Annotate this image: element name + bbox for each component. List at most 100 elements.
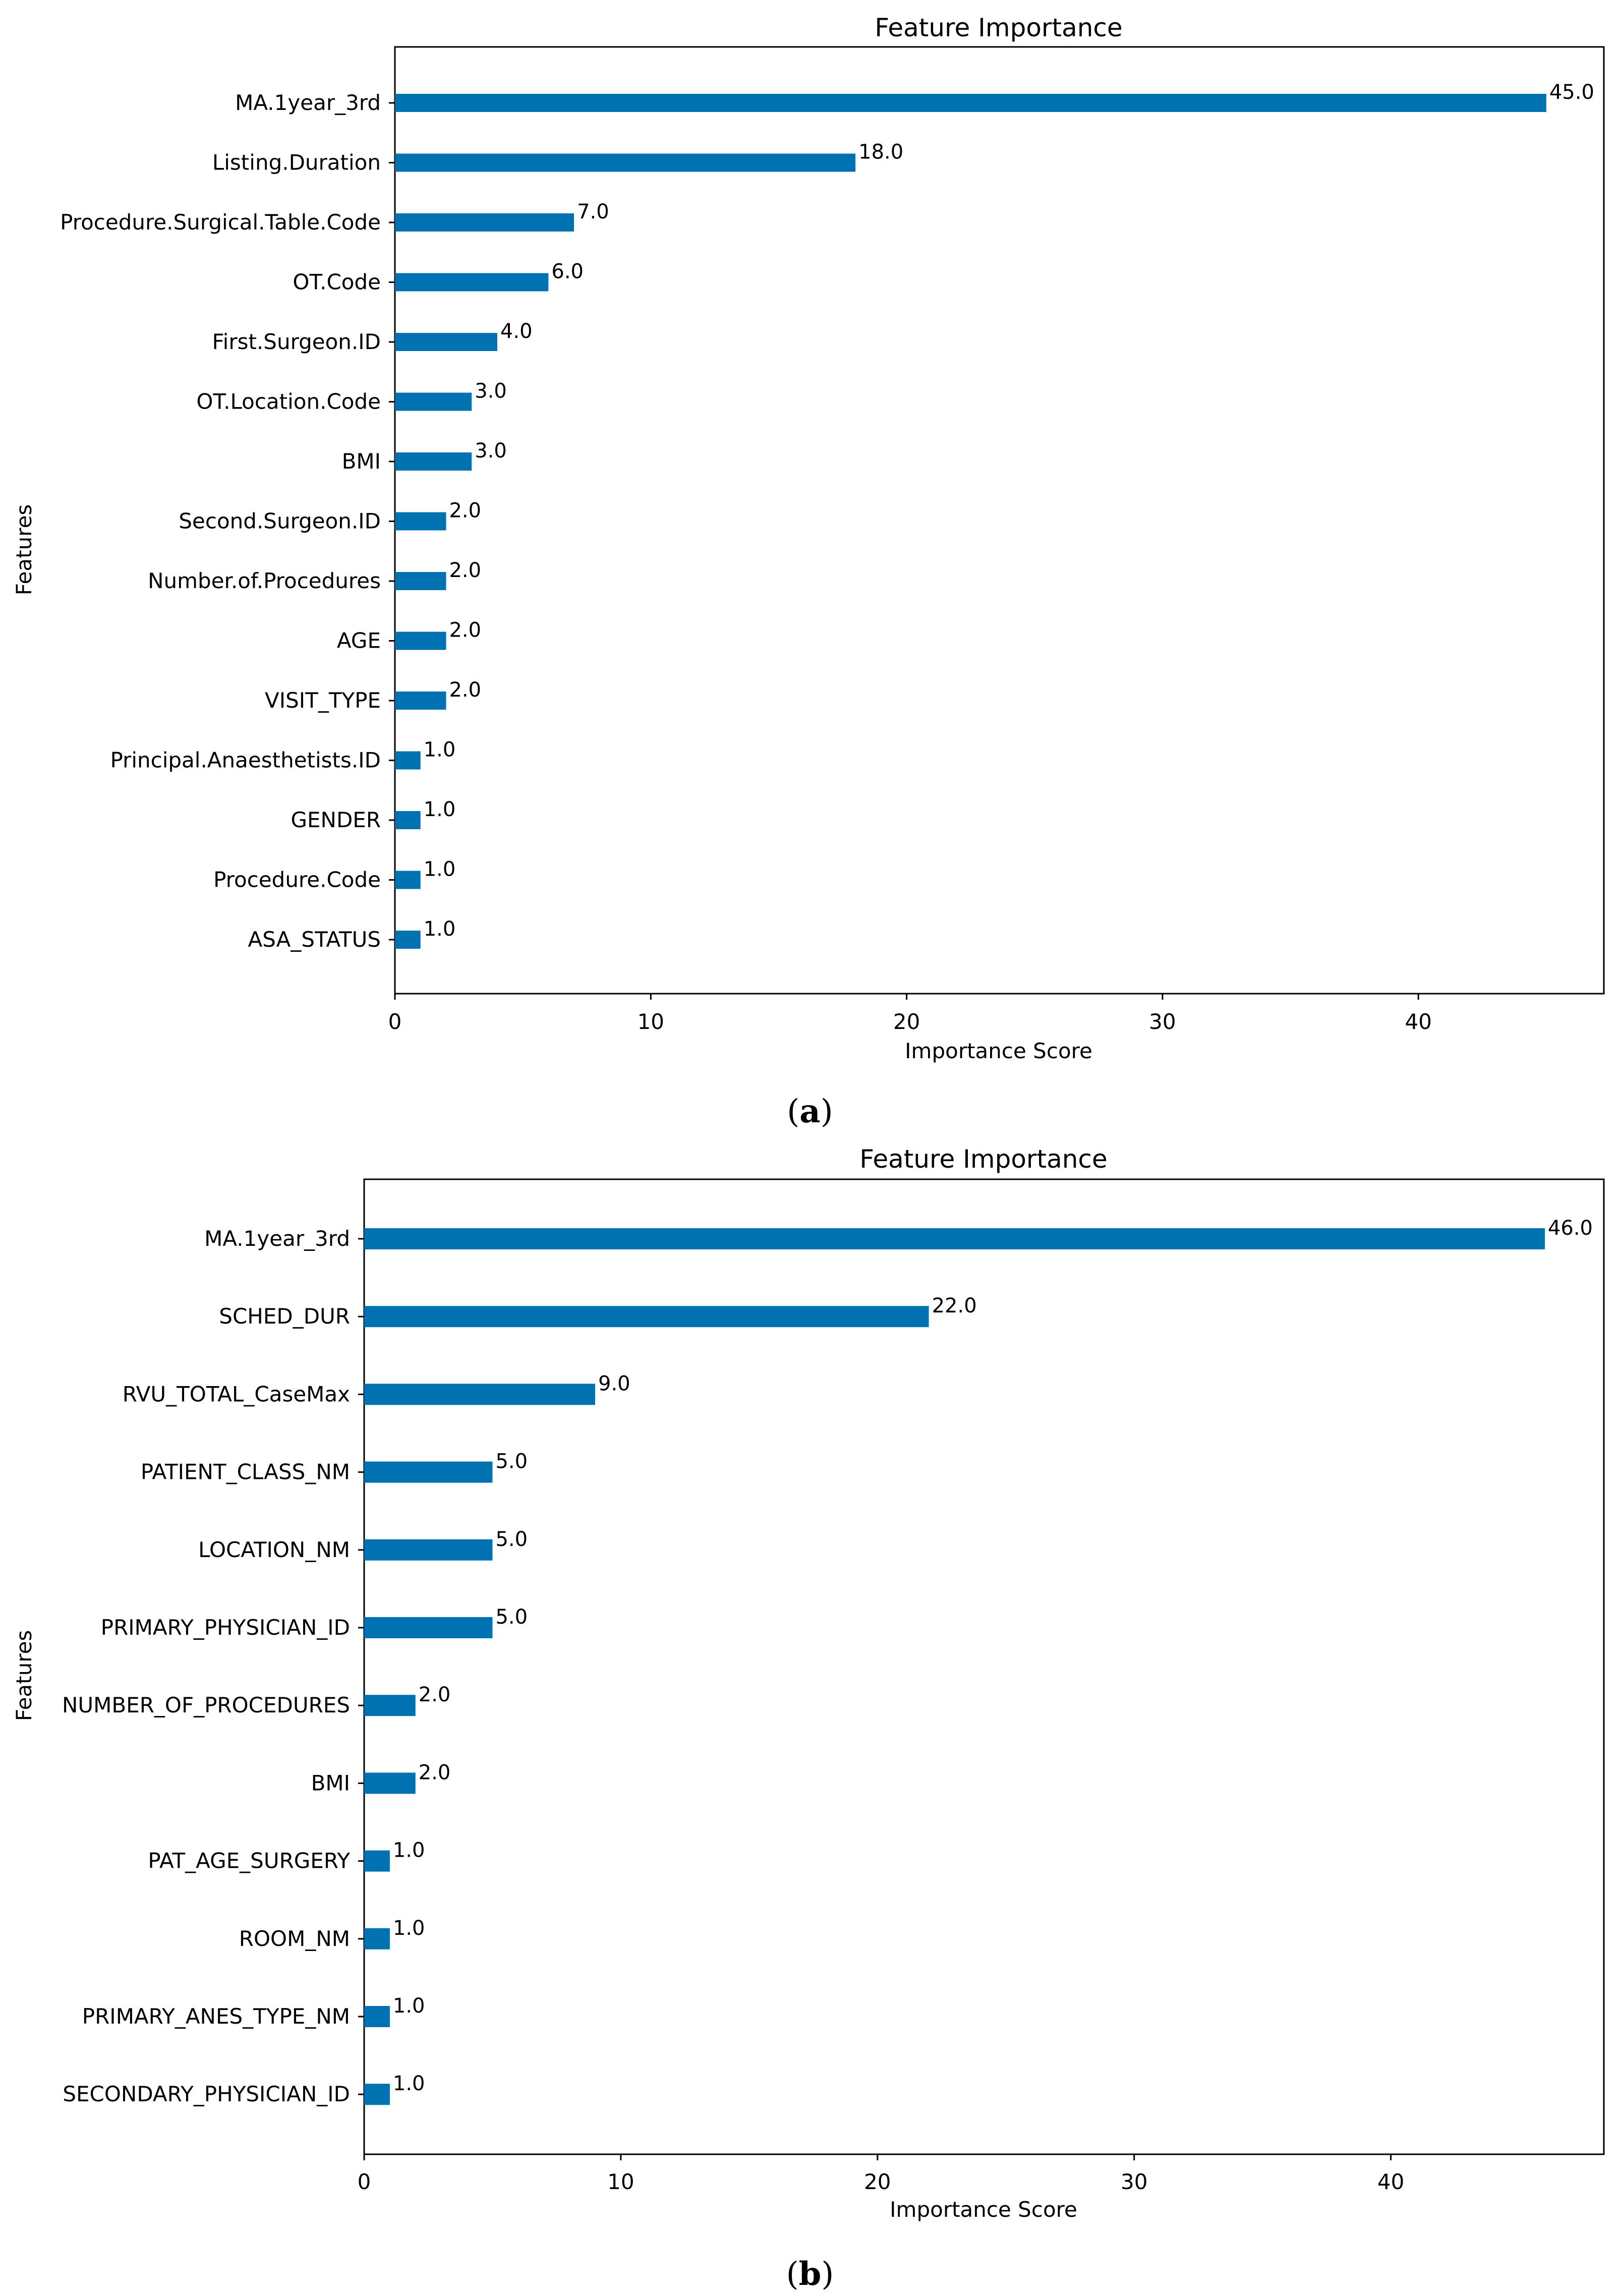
chart-a-bar-6 <box>395 452 472 471</box>
chart-b-value-label-9: 1.0 <box>393 1917 425 1940</box>
chart-a-category-label-9: AGE <box>337 628 381 653</box>
chart-b-category-label-5: PRIMARY_PHYSICIAN_ID <box>101 1615 350 1640</box>
chart-a-value-label-10: 2.0 <box>449 678 481 702</box>
chart-b-category-label-2: RVU_TOTAL_CaseMax <box>123 1382 350 1406</box>
chart-a-category-label-5: OT.Location.Code <box>196 389 381 414</box>
chart-b-bar-11 <box>364 2084 390 2105</box>
chart-a-title: Feature Importance <box>875 13 1122 42</box>
chart-b-value-label-4: 5.0 <box>495 1528 528 1551</box>
chart-b: Feature Importance MA.1year_3rd 46.0 SCHED… <box>12 1144 1605 2293</box>
chart-b-category-label-10: PRIMARY_ANES_TYPE_NM <box>82 2004 350 2029</box>
chart-b-x-tick-label-2: 20 <box>864 2169 891 2194</box>
chart-a-xlabel: Importance Score <box>905 1039 1092 1063</box>
chart-a-value-label-6: 3.0 <box>475 439 507 463</box>
chart-b-bar-6 <box>364 1695 416 1716</box>
chart-b-bar-8 <box>364 1850 390 1872</box>
chart-b-caption-open: ( <box>786 2256 799 2293</box>
chart-a-bar-4 <box>395 333 497 351</box>
chart-b-caption-close: ) <box>821 2256 834 2293</box>
chart-a-value-label-14: 1.0 <box>424 917 456 941</box>
chart-b-value-label-1: 22.0 <box>932 1294 977 1317</box>
chart-b-bar-4 <box>364 1539 493 1561</box>
chart-a-value-label-5: 3.0 <box>475 380 507 403</box>
chart-a: Feature Importance MA.1year_3rd 45.0 Listi… <box>12 13 1605 1130</box>
chart-b-x-ticks: 0 10 20 30 40 <box>358 2154 1404 2194</box>
chart-b-bars: MA.1year_3rd 46.0 SCHED_DUR 22.0 RVU_TOTAL_C… <box>62 1217 1593 2106</box>
chart-a-caption-open: ( <box>787 1093 799 1130</box>
chart-b-category-label-4: LOCATION_NM <box>198 1537 350 1562</box>
chart-a-x-tick-label-4: 40 <box>1405 1009 1431 1034</box>
chart-a-bar-11 <box>395 751 421 770</box>
chart-a-category-label-4: First.Surgeon.ID <box>212 329 381 354</box>
chart-b-value-label-0: 46.0 <box>1548 1217 1593 1240</box>
chart-a-value-label-0: 45.0 <box>1549 81 1594 104</box>
chart-b-caption-letter: b <box>799 2255 822 2293</box>
chart-b-xlabel: Importance Score <box>890 2197 1077 2222</box>
chart-a-value-label-8: 2.0 <box>449 559 481 582</box>
chart-b-ylabel: Features <box>12 1630 36 1721</box>
chart-a-bar-7 <box>395 512 446 531</box>
chart-a-ylabel: Features <box>12 504 36 596</box>
chart-b-x-tick-label-0: 0 <box>358 2169 371 2194</box>
chart-a-category-label-7: Second.Surgeon.ID <box>179 509 381 534</box>
chart-a-bar-3 <box>395 273 549 292</box>
chart-a-value-label-4: 4.0 <box>500 320 533 343</box>
chart-a-bar-13 <box>395 871 421 889</box>
chart-a-value-label-7: 2.0 <box>449 499 481 523</box>
chart-a-category-label-6: BMI <box>342 449 381 474</box>
chart-a-x-tick-label-3: 30 <box>1149 1009 1176 1034</box>
chart-a-caption-letter: a <box>799 1093 820 1130</box>
chart-b-category-label-3: PATIENT_CLASS_NM <box>141 1460 350 1484</box>
chart-a-x-tick-label-0: 0 <box>388 1009 402 1034</box>
chart-a-x-ticks: 0 10 20 30 40 <box>388 994 1432 1034</box>
chart-b-value-label-7: 2.0 <box>419 1761 451 1784</box>
chart-a-value-label-2: 7.0 <box>577 200 609 223</box>
chart-a-category-label-1: Listing.Duration <box>212 150 381 175</box>
chart-a-category-label-8: Number.of.Procedures <box>148 568 381 593</box>
chart-b-category-label-1: SCHED_DUR <box>219 1304 350 1329</box>
chart-a-value-label-11: 1.0 <box>424 738 456 762</box>
chart-b-bar-2 <box>364 1384 596 1405</box>
chart-a-bar-0 <box>395 94 1546 112</box>
chart-b-x-tick-label-1: 10 <box>607 2169 634 2194</box>
chart-b-value-label-10: 1.0 <box>393 1994 425 2018</box>
chart-b-bar-9 <box>364 1928 390 1949</box>
chart-b-category-label-8: PAT_AGE_SURGERY <box>148 1849 350 1873</box>
chart-b-x-tick-label-4: 40 <box>1377 2169 1404 2194</box>
chart-b-bar-1 <box>364 1306 929 1328</box>
chart-a-caption: (a) <box>787 1093 833 1130</box>
chart-a-bar-5 <box>395 392 472 411</box>
chart-b-bar-7 <box>364 1772 416 1794</box>
chart-b-plot-frame <box>363 1178 1605 2155</box>
chart-a-bar-9 <box>395 632 446 650</box>
chart-b-value-label-11: 1.0 <box>393 2072 425 2095</box>
chart-b-category-label-7: BMI <box>311 1770 350 1795</box>
chart-a-category-label-14: ASA_STATUS <box>248 927 381 952</box>
chart-a-bars: MA.1year_3rd 45.0 Listing.Duration 18.0 Proc… <box>60 81 1594 952</box>
chart-a-category-label-3: OT.Code <box>293 270 381 295</box>
chart-b-bar-3 <box>364 1461 493 1483</box>
chart-b-title: Feature Importance <box>859 1144 1107 1174</box>
chart-b-bar-10 <box>364 2006 390 2027</box>
chart-a-bar-8 <box>395 572 446 590</box>
chart-a-category-label-12: GENDER <box>291 808 381 832</box>
chart-a-bar-14 <box>395 931 421 949</box>
chart-a-category-label-13: Procedure.Code <box>213 868 381 892</box>
chart-a-value-label-12: 1.0 <box>424 798 456 821</box>
chart-a-x-tick-label-1: 10 <box>638 1009 664 1034</box>
chart-a-bar-1 <box>395 153 856 172</box>
chart-b-value-label-5: 5.0 <box>495 1605 528 1629</box>
chart-b-x-tick-label-3: 30 <box>1121 2169 1147 2194</box>
chart-b-category-label-6: NUMBER_OF_PROCEDURES <box>62 1693 350 1717</box>
chart-b-value-label-8: 1.0 <box>393 1839 425 1862</box>
chart-b-category-label-0: MA.1year_3rd <box>204 1226 350 1251</box>
chart-a-value-label-13: 1.0 <box>424 858 456 881</box>
chart-b-value-label-3: 5.0 <box>495 1450 528 1473</box>
chart-a-value-label-9: 2.0 <box>449 619 481 642</box>
chart-a-category-label-2: Procedure.Surgical.Table.Code <box>60 210 381 235</box>
chart-b-category-label-9: ROOM_NM <box>239 1926 350 1951</box>
chart-a-bar-2 <box>395 213 574 232</box>
chart-a-bar-12 <box>395 811 421 829</box>
chart-b-caption: (b) <box>786 2255 834 2293</box>
